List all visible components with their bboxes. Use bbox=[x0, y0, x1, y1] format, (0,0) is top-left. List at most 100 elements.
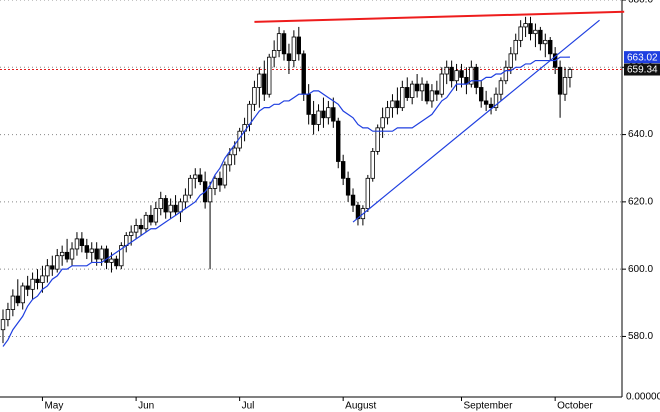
candle-body bbox=[128, 231, 134, 236]
candle-body bbox=[0, 319, 6, 331]
candle-body bbox=[365, 177, 371, 209]
candle-body bbox=[311, 113, 316, 125]
candle-body bbox=[64, 251, 70, 260]
candle-body bbox=[444, 66, 449, 75]
candle-body bbox=[331, 107, 336, 122]
candle-body bbox=[183, 194, 188, 203]
candle-body bbox=[395, 100, 400, 109]
candle-body bbox=[217, 177, 223, 186]
candle-body bbox=[99, 248, 104, 260]
candle-body bbox=[119, 245, 124, 267]
candle-body bbox=[252, 87, 257, 105]
y-tick-label: 600.0 bbox=[628, 264, 653, 275]
candle-body bbox=[40, 275, 45, 284]
candle-body bbox=[474, 66, 479, 88]
candle-body bbox=[424, 83, 430, 102]
x-tick-label: August bbox=[345, 401, 376, 412]
candle-body bbox=[267, 56, 272, 95]
candle-body bbox=[562, 76, 568, 95]
candle-body bbox=[390, 100, 395, 109]
candle-body bbox=[158, 198, 163, 209]
candle-body bbox=[50, 265, 55, 270]
candle-body bbox=[434, 90, 440, 95]
candle-body bbox=[45, 265, 50, 277]
candle-body bbox=[538, 29, 543, 45]
candle-body bbox=[513, 39, 518, 55]
last-value-box bbox=[624, 51, 660, 64]
candle-body bbox=[133, 225, 139, 233]
trend-line bbox=[352, 19, 600, 223]
candle-body bbox=[548, 39, 553, 55]
candle-body bbox=[271, 50, 277, 58]
candle-body bbox=[207, 188, 213, 203]
candle-body bbox=[336, 120, 341, 162]
candle-body bbox=[400, 87, 405, 109]
candle-body bbox=[163, 198, 168, 213]
candle-body bbox=[469, 66, 474, 85]
candle-body bbox=[306, 93, 311, 115]
candle-body bbox=[498, 80, 504, 95]
y-tick-label: 580.0 bbox=[628, 331, 653, 342]
candle-body bbox=[30, 278, 35, 290]
candle-body bbox=[232, 147, 237, 156]
candle-body bbox=[55, 255, 60, 270]
candle-body bbox=[89, 248, 94, 253]
candle-body bbox=[20, 285, 25, 304]
candle-body bbox=[493, 93, 499, 109]
candle-body bbox=[321, 110, 326, 119]
candle-body bbox=[291, 36, 297, 61]
candle-body bbox=[316, 110, 321, 125]
candle-body bbox=[197, 174, 203, 183]
candle-body bbox=[10, 295, 16, 310]
candle-body bbox=[449, 66, 454, 82]
ma-line bbox=[2, 56, 570, 347]
candle-body bbox=[301, 53, 306, 95]
candle-body bbox=[429, 90, 435, 102]
y-tick-label: 680.0 bbox=[628, 0, 653, 6]
x-tick-label: Jun bbox=[138, 401, 154, 412]
y-tick-label: 640.0 bbox=[628, 129, 653, 140]
candle-body bbox=[168, 204, 173, 213]
candle-body bbox=[69, 248, 75, 260]
candle-body bbox=[262, 73, 267, 95]
candle-body bbox=[5, 309, 11, 321]
last-value-box bbox=[624, 63, 660, 76]
candle-body bbox=[227, 154, 232, 166]
candle-body bbox=[74, 238, 80, 250]
candle-body bbox=[405, 87, 410, 98]
candle-body bbox=[15, 295, 20, 304]
candle-body bbox=[518, 26, 523, 41]
candle-body bbox=[370, 150, 375, 179]
candle-body bbox=[114, 258, 119, 267]
x-tick-label: September bbox=[463, 401, 513, 412]
candle-body bbox=[281, 33, 287, 55]
candle-body bbox=[188, 177, 193, 196]
candle-body bbox=[143, 214, 149, 230]
candle-body bbox=[503, 66, 509, 82]
candle-body bbox=[567, 69, 573, 78]
candle-body bbox=[276, 33, 282, 51]
candle-body bbox=[439, 73, 444, 95]
candle-body bbox=[528, 23, 533, 35]
y-tick-label: 620.0 bbox=[628, 197, 653, 208]
candle-body bbox=[153, 208, 159, 223]
candle-body bbox=[523, 23, 528, 28]
candle-body bbox=[212, 177, 218, 189]
candle-body bbox=[488, 103, 494, 109]
candle-body bbox=[94, 248, 99, 260]
x-tick-label: October bbox=[557, 401, 593, 412]
candle-body bbox=[375, 127, 380, 152]
candle-body bbox=[173, 204, 178, 213]
candle-body bbox=[109, 258, 114, 263]
candle-body bbox=[419, 83, 425, 92]
candle-body bbox=[385, 107, 390, 119]
candle-body bbox=[138, 225, 144, 230]
candle-body bbox=[25, 285, 30, 290]
candle-body bbox=[459, 70, 464, 78]
x-tick-label: May bbox=[44, 401, 63, 412]
candle-body bbox=[340, 161, 346, 179]
candle-body bbox=[533, 29, 538, 35]
candle-body bbox=[454, 70, 459, 82]
